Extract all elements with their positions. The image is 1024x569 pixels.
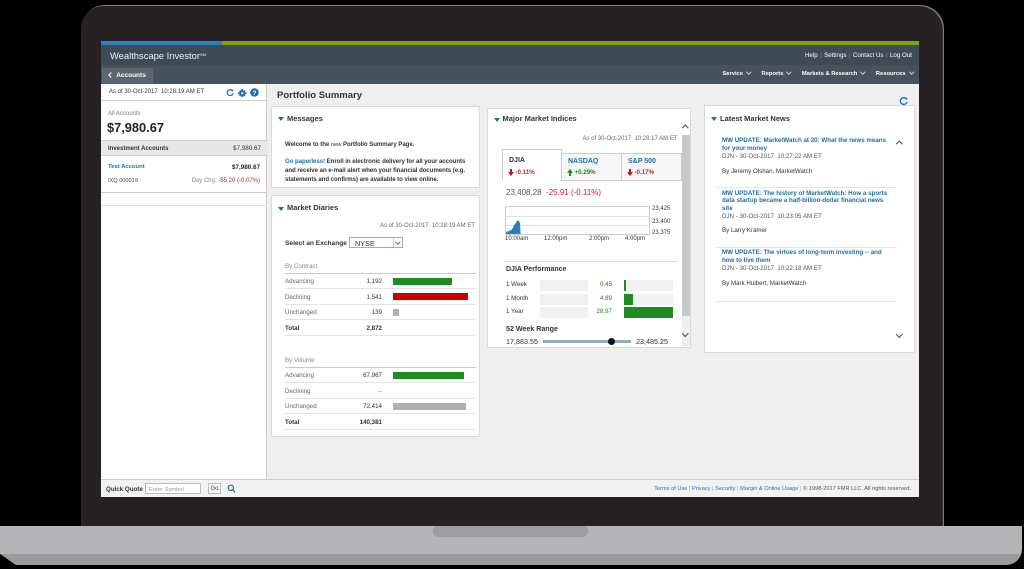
svg-text:?: ? — [252, 90, 256, 97]
